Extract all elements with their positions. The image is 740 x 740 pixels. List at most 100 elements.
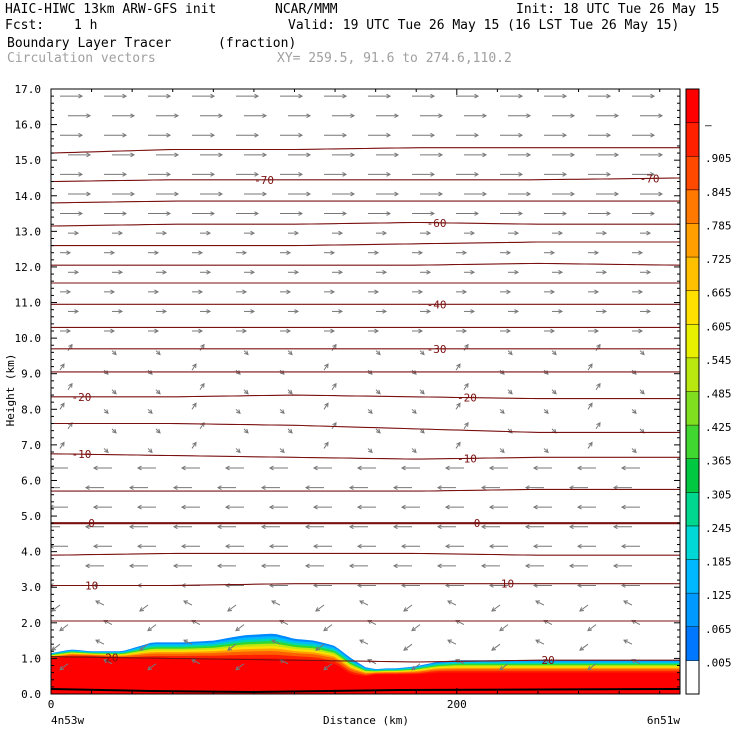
vector-arrowhead (218, 152, 224, 158)
isotherm-line (51, 422, 680, 433)
vector-arrowhead (532, 465, 538, 471)
vector-arrowhead (646, 269, 652, 275)
vector-arrowhead (244, 389, 249, 395)
isotherm-label: 10 (501, 578, 514, 591)
vector-arrowhead (594, 250, 600, 256)
vector-arrowhead (488, 465, 494, 471)
vector-arrowhead (268, 465, 274, 471)
vector-arrowhead (550, 289, 556, 295)
vector-arrowhead (130, 191, 136, 197)
vector-arrowhead (518, 93, 524, 99)
vector-arrow (463, 422, 469, 430)
vector-arrow (535, 639, 545, 645)
vector-arrowhead (200, 382, 205, 388)
vector-arrowhead (136, 543, 142, 549)
vector-arrowhead (455, 659, 461, 664)
vector-arrow (595, 383, 601, 390)
vector-arrowhead (162, 230, 168, 236)
vector-arrow (595, 422, 601, 430)
isotherm-line (51, 147, 680, 154)
vector-arrow (595, 344, 601, 351)
vector-arrowhead (224, 465, 230, 471)
vector-arrowhead (254, 132, 260, 138)
colorbar-swatch (686, 626, 699, 661)
vector-arrowhead (394, 152, 400, 158)
vector-arrowhead (482, 191, 488, 197)
vector-arrowhead (147, 665, 153, 671)
vector-arrowhead (374, 328, 380, 334)
vector-arrow (323, 663, 333, 671)
vector-arrowhead (403, 607, 409, 612)
vector-arrowhead (382, 309, 388, 314)
vector-arrow (51, 604, 61, 612)
vector-arrowhead (280, 409, 285, 415)
vector-arrowhead (260, 524, 266, 530)
vector-arrowhead (532, 504, 538, 510)
vector-arrow (315, 604, 325, 612)
y-tick-label: 10.0 (15, 332, 42, 345)
vector-arrowhead (42, 486, 46, 490)
y-tick-label: 6.0 (21, 474, 41, 487)
vector-arrowhead (562, 93, 568, 99)
vector-arrowhead (392, 563, 398, 569)
colorbar-swatch (686, 525, 699, 561)
vector-arrowhead (254, 211, 260, 216)
isotherm-labels: -70 -70 -60 -40 -30 -20 -20 -10 -10 0 0 10 10 20 20 (71, 172, 659, 667)
vector-arrowhead (332, 422, 337, 427)
tracer-core (51, 656, 680, 694)
vector-arrowhead (92, 543, 98, 549)
colorbar-label: .185 (705, 556, 732, 569)
xy-range: XY= 259.5, 91.6 to 274.6,110.2 (277, 51, 512, 66)
vector-arrowhead (148, 448, 153, 454)
vector-arrowhead (420, 428, 425, 434)
vector-arrowhead (658, 152, 664, 158)
vector-arrowhead (338, 309, 344, 314)
vector-arrowhead (156, 389, 161, 395)
x-right-endpoint: 6n51w (647, 714, 680, 727)
vector-arrowhead (154, 250, 160, 256)
vector-arrowhead (286, 289, 292, 295)
vector-arrowhead (148, 409, 153, 415)
vector-arrowhead (192, 441, 197, 447)
isotherm-line (51, 583, 680, 587)
vector-arrowhead (286, 250, 292, 256)
vector-arrowhead (420, 350, 425, 356)
isotherm-label: -30 (427, 343, 447, 356)
colorbar-label: .545 (705, 354, 732, 367)
vector-arrow (235, 624, 245, 632)
isotherm-label: -70 (254, 174, 274, 187)
vector-arrowhead (130, 152, 136, 158)
vector-arrowhead (620, 465, 626, 471)
vector-arrowhead (438, 113, 444, 119)
vector-arrowhead (382, 230, 388, 236)
vector-arrowhead (482, 152, 488, 158)
vector-arrowhead (122, 172, 128, 177)
vector-arrowhead (242, 250, 248, 256)
vector-arrowhead (650, 172, 656, 177)
vector-arrowhead (638, 328, 644, 334)
vector-arrowhead (348, 563, 354, 569)
vector-arrowhead (570, 152, 576, 158)
vector-arrow (59, 442, 65, 449)
vector-arrowhead (183, 600, 189, 605)
vector-arrowhead (86, 152, 92, 158)
x-left-endpoint: 4n53w (51, 714, 84, 727)
vector-arrowhead (430, 211, 436, 216)
vector-arrowhead (368, 409, 373, 415)
vector-arrowhead (368, 448, 373, 454)
vector-arrow (271, 600, 281, 606)
vector-arrowhead (392, 485, 398, 490)
isotherm-line (51, 177, 680, 183)
vector-arrowhead (218, 191, 224, 197)
vector-arrowhead (244, 428, 249, 434)
vector-arrowhead (456, 441, 461, 447)
vector-arrowhead (488, 543, 494, 549)
vector-arrowhead (558, 309, 564, 314)
vector-arrow (579, 643, 589, 651)
vector-arrowhead (430, 93, 436, 99)
vector-arrowhead (632, 409, 637, 415)
vector-arrow (499, 663, 509, 671)
vector-arrowhead (298, 93, 304, 99)
vector-arrowhead (562, 132, 568, 138)
vector-arrowhead (180, 543, 186, 549)
